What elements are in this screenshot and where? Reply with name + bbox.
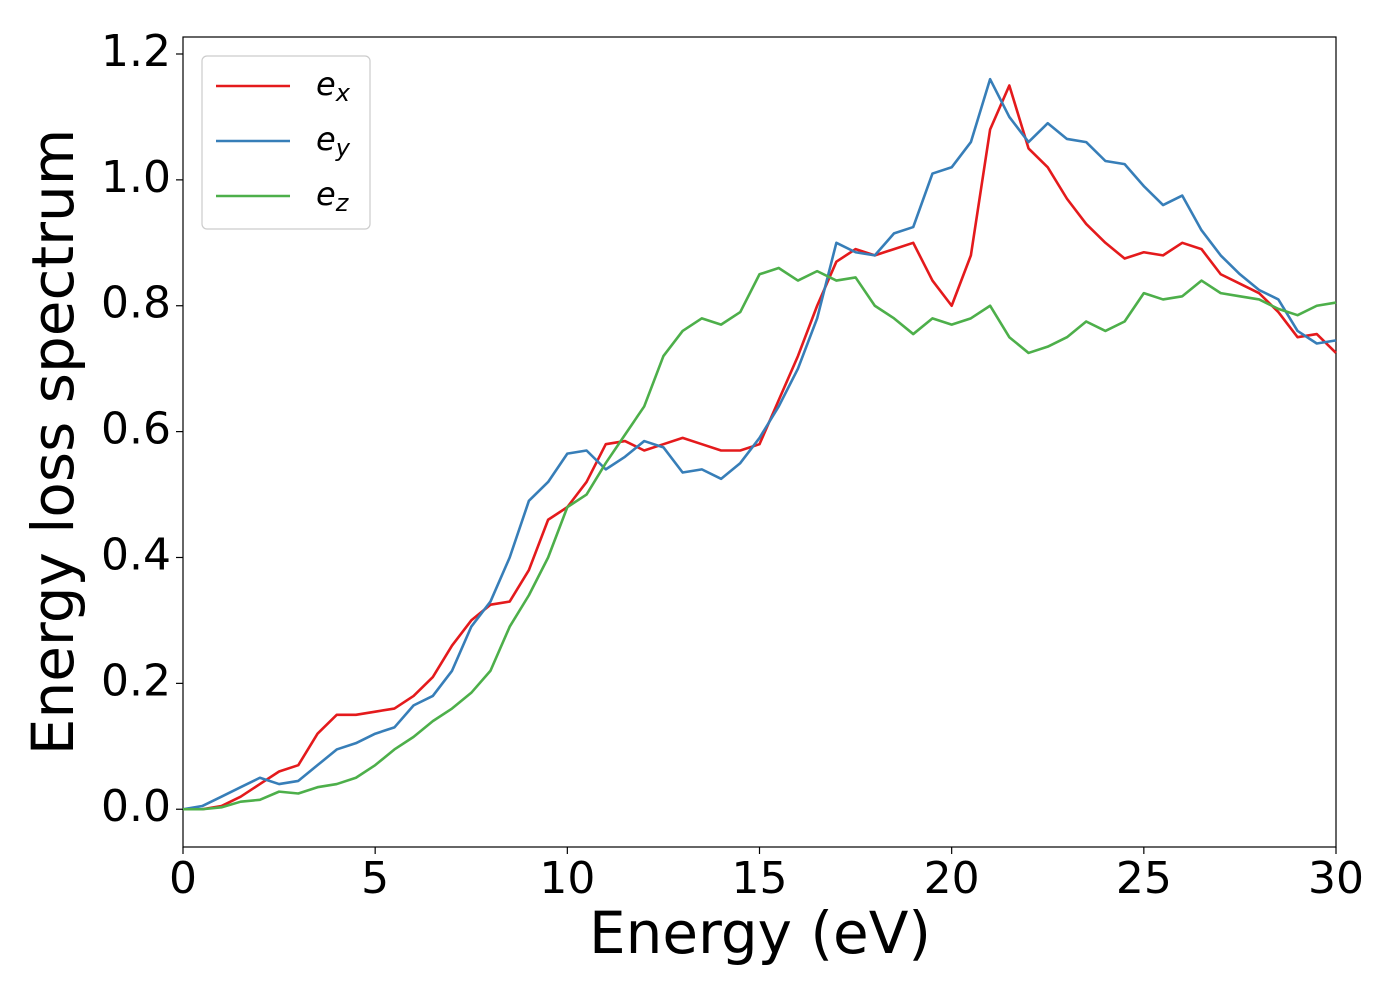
x-axis-label: Energy (eV) [589,899,931,967]
legend-box [201,55,371,230]
x-tick-label: 20 [924,853,980,904]
x-tick-label: 15 [732,853,788,904]
x-tick-label: 10 [539,853,595,904]
y-tick-label: 0.8 [101,278,171,329]
x-tick-label: 0 [169,853,197,904]
legend-label: ey [316,120,351,162]
legend-label: ez [316,175,350,217]
x-tick-label: 30 [1308,853,1364,904]
y-axis-label: Energy loss spectrum [19,129,87,755]
line-series [183,266,1337,811]
y-tick-label: 0.0 [101,781,171,832]
y-tick-label: 0.6 [101,404,171,455]
y-tick-label: 1.0 [101,152,171,203]
line-series [183,84,1337,811]
y-tick-label: 1.2 [101,26,171,77]
y-tick-label: 0.2 [101,655,171,706]
x-tick-label: 5 [361,853,389,904]
y-tick-label: 0.4 [101,529,171,580]
legend-label: ex [316,65,351,107]
x-tick-label: 25 [1116,853,1172,904]
line-series [182,77,1337,811]
